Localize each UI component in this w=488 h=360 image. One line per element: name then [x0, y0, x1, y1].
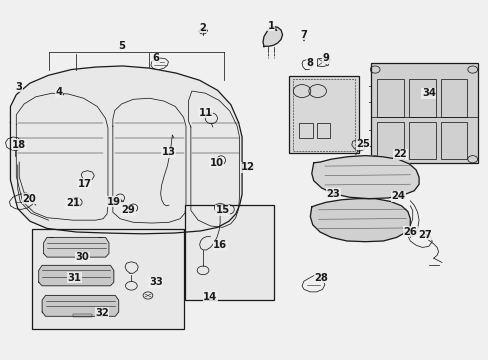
- Polygon shape: [10, 66, 242, 234]
- Text: 15: 15: [215, 206, 229, 216]
- Text: 6: 6: [152, 53, 159, 63]
- Text: 32: 32: [95, 308, 109, 318]
- Text: 9: 9: [322, 53, 329, 63]
- Text: 8: 8: [305, 58, 313, 68]
- Text: 27: 27: [417, 230, 431, 239]
- Text: 13: 13: [162, 147, 176, 157]
- Text: 18: 18: [12, 140, 26, 150]
- Bar: [440, 79, 467, 117]
- Polygon shape: [311, 156, 418, 199]
- Bar: [289, 76, 358, 153]
- Bar: [408, 79, 435, 117]
- Text: 5: 5: [118, 41, 125, 50]
- Text: 10: 10: [209, 158, 223, 168]
- Text: 22: 22: [393, 149, 407, 159]
- Bar: [184, 205, 273, 300]
- Text: 17: 17: [78, 179, 91, 189]
- Text: 2: 2: [199, 23, 206, 33]
- Text: 3: 3: [16, 82, 22, 92]
- Text: 20: 20: [22, 194, 36, 204]
- Text: 28: 28: [314, 273, 328, 283]
- Text: 24: 24: [390, 191, 404, 201]
- Text: 1: 1: [267, 21, 274, 31]
- Text: 7: 7: [300, 30, 307, 40]
- Text: 29: 29: [122, 206, 135, 216]
- Bar: [73, 314, 92, 317]
- Bar: [370, 63, 477, 163]
- Text: 21: 21: [66, 198, 80, 208]
- Polygon shape: [43, 237, 109, 257]
- Bar: [299, 123, 312, 138]
- Text: 11: 11: [198, 108, 212, 118]
- Bar: [32, 229, 183, 329]
- Bar: [408, 122, 435, 159]
- Text: 33: 33: [148, 277, 163, 287]
- Polygon shape: [39, 265, 114, 286]
- Text: 31: 31: [68, 273, 81, 283]
- Bar: [376, 122, 403, 159]
- Polygon shape: [310, 199, 409, 242]
- Text: 4: 4: [56, 87, 62, 97]
- Text: 19: 19: [106, 197, 121, 207]
- Polygon shape: [263, 27, 282, 46]
- Bar: [316, 123, 330, 138]
- Bar: [440, 122, 467, 159]
- Polygon shape: [42, 296, 119, 316]
- Text: 34: 34: [421, 88, 435, 98]
- Bar: [376, 79, 403, 117]
- Text: 23: 23: [325, 189, 340, 199]
- Text: 12: 12: [241, 162, 254, 172]
- Text: 25: 25: [355, 139, 369, 149]
- Text: 30: 30: [76, 252, 89, 262]
- Text: 16: 16: [213, 240, 227, 250]
- Text: 14: 14: [203, 292, 217, 302]
- Text: 26: 26: [403, 227, 416, 237]
